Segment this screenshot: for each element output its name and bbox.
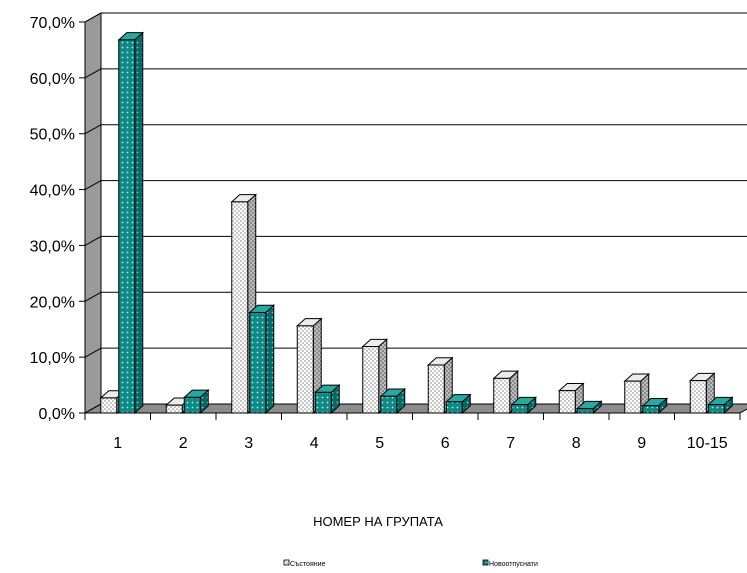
axes [84,22,741,420]
legend-item-state-swatch [283,559,290,566]
gridlines [79,12,747,414]
legend-item-new-label: Новоотпуснати [489,561,538,568]
bar-state-front [296,325,314,414]
x-tick-label: 2 [179,435,188,452]
x-tick-labels: 1 2 3 4 5 6 7 8 9 10-15 [113,435,728,452]
bar-state-front [231,201,249,414]
y-tick-label: 40,0% [30,183,75,200]
y-tick-label: 70,0% [30,15,75,32]
bar-state-front [100,397,118,414]
chart-walls [83,12,747,414]
bar-new-front [183,396,201,414]
x-tick-label: 1 [113,435,122,452]
gridline-side [84,68,102,79]
bar-state-front [165,404,183,414]
gridline-side [84,403,102,414]
x-tick-label: 6 [441,435,450,452]
bar-new [510,396,538,415]
y-tick-label: 20,0% [30,294,75,311]
bar-new [575,400,603,415]
x-tick-label: 3 [244,435,253,452]
bar-state-front [558,390,576,414]
gridline-side [84,12,102,23]
bar-new [379,387,407,415]
bars-group [99,31,734,415]
bar-new-front [445,401,463,414]
x-tick-label: 8 [572,435,581,452]
bar-state-front [493,377,511,414]
y-tick-labels: 0,0% 10,0% 20,0% 30,0% 40,0% 50,0% 60,0% 70,0% [30,15,75,423]
y-tick-label: 30,0% [30,238,75,255]
gridline-side [84,124,102,135]
bar-new-side [134,31,144,415]
x-axis-title: НОМЕР НА ГРУПАТА [313,514,443,529]
bar-new [248,304,276,415]
bar-new-front [118,39,136,414]
bar-state [295,317,323,415]
legend: Състояние Новоотпуснати [283,559,538,568]
bar-state-front [362,346,380,414]
gridline-side [84,347,102,358]
bar-state-front [624,380,642,414]
bar-new-front [314,391,332,414]
bar-new [444,393,472,415]
x-tick-label: 9 [637,435,646,452]
bar-new-front [642,405,660,414]
bar-state-front [427,364,445,414]
bar-new-front [380,395,398,414]
bar-new [182,389,210,415]
bar-new-front [249,311,267,414]
bar-new [117,31,145,415]
y-tick-label: 0,0% [39,406,75,423]
x-tick-label: 4 [310,435,319,452]
gridline-side [84,180,102,191]
bar-new-front [511,404,529,414]
bar-new [313,384,341,415]
bar-state-front [689,380,707,414]
x-tick-label: 7 [506,435,515,452]
gridline-side [84,235,102,246]
bar-new-front [707,404,725,414]
legend-item-new-swatch [482,559,489,566]
y-tick-label: 10,0% [30,350,75,367]
gridline-side [84,291,102,302]
bar-new-front [576,408,594,414]
legend-item-state-label: Състояние [290,561,326,568]
y-tick-label: 50,0% [30,127,75,144]
x-tick-label: 10-15 [687,435,728,452]
bar-new-side [265,304,275,415]
x-tick-label: 5 [375,435,384,452]
y-tick-label: 60,0% [30,71,75,88]
